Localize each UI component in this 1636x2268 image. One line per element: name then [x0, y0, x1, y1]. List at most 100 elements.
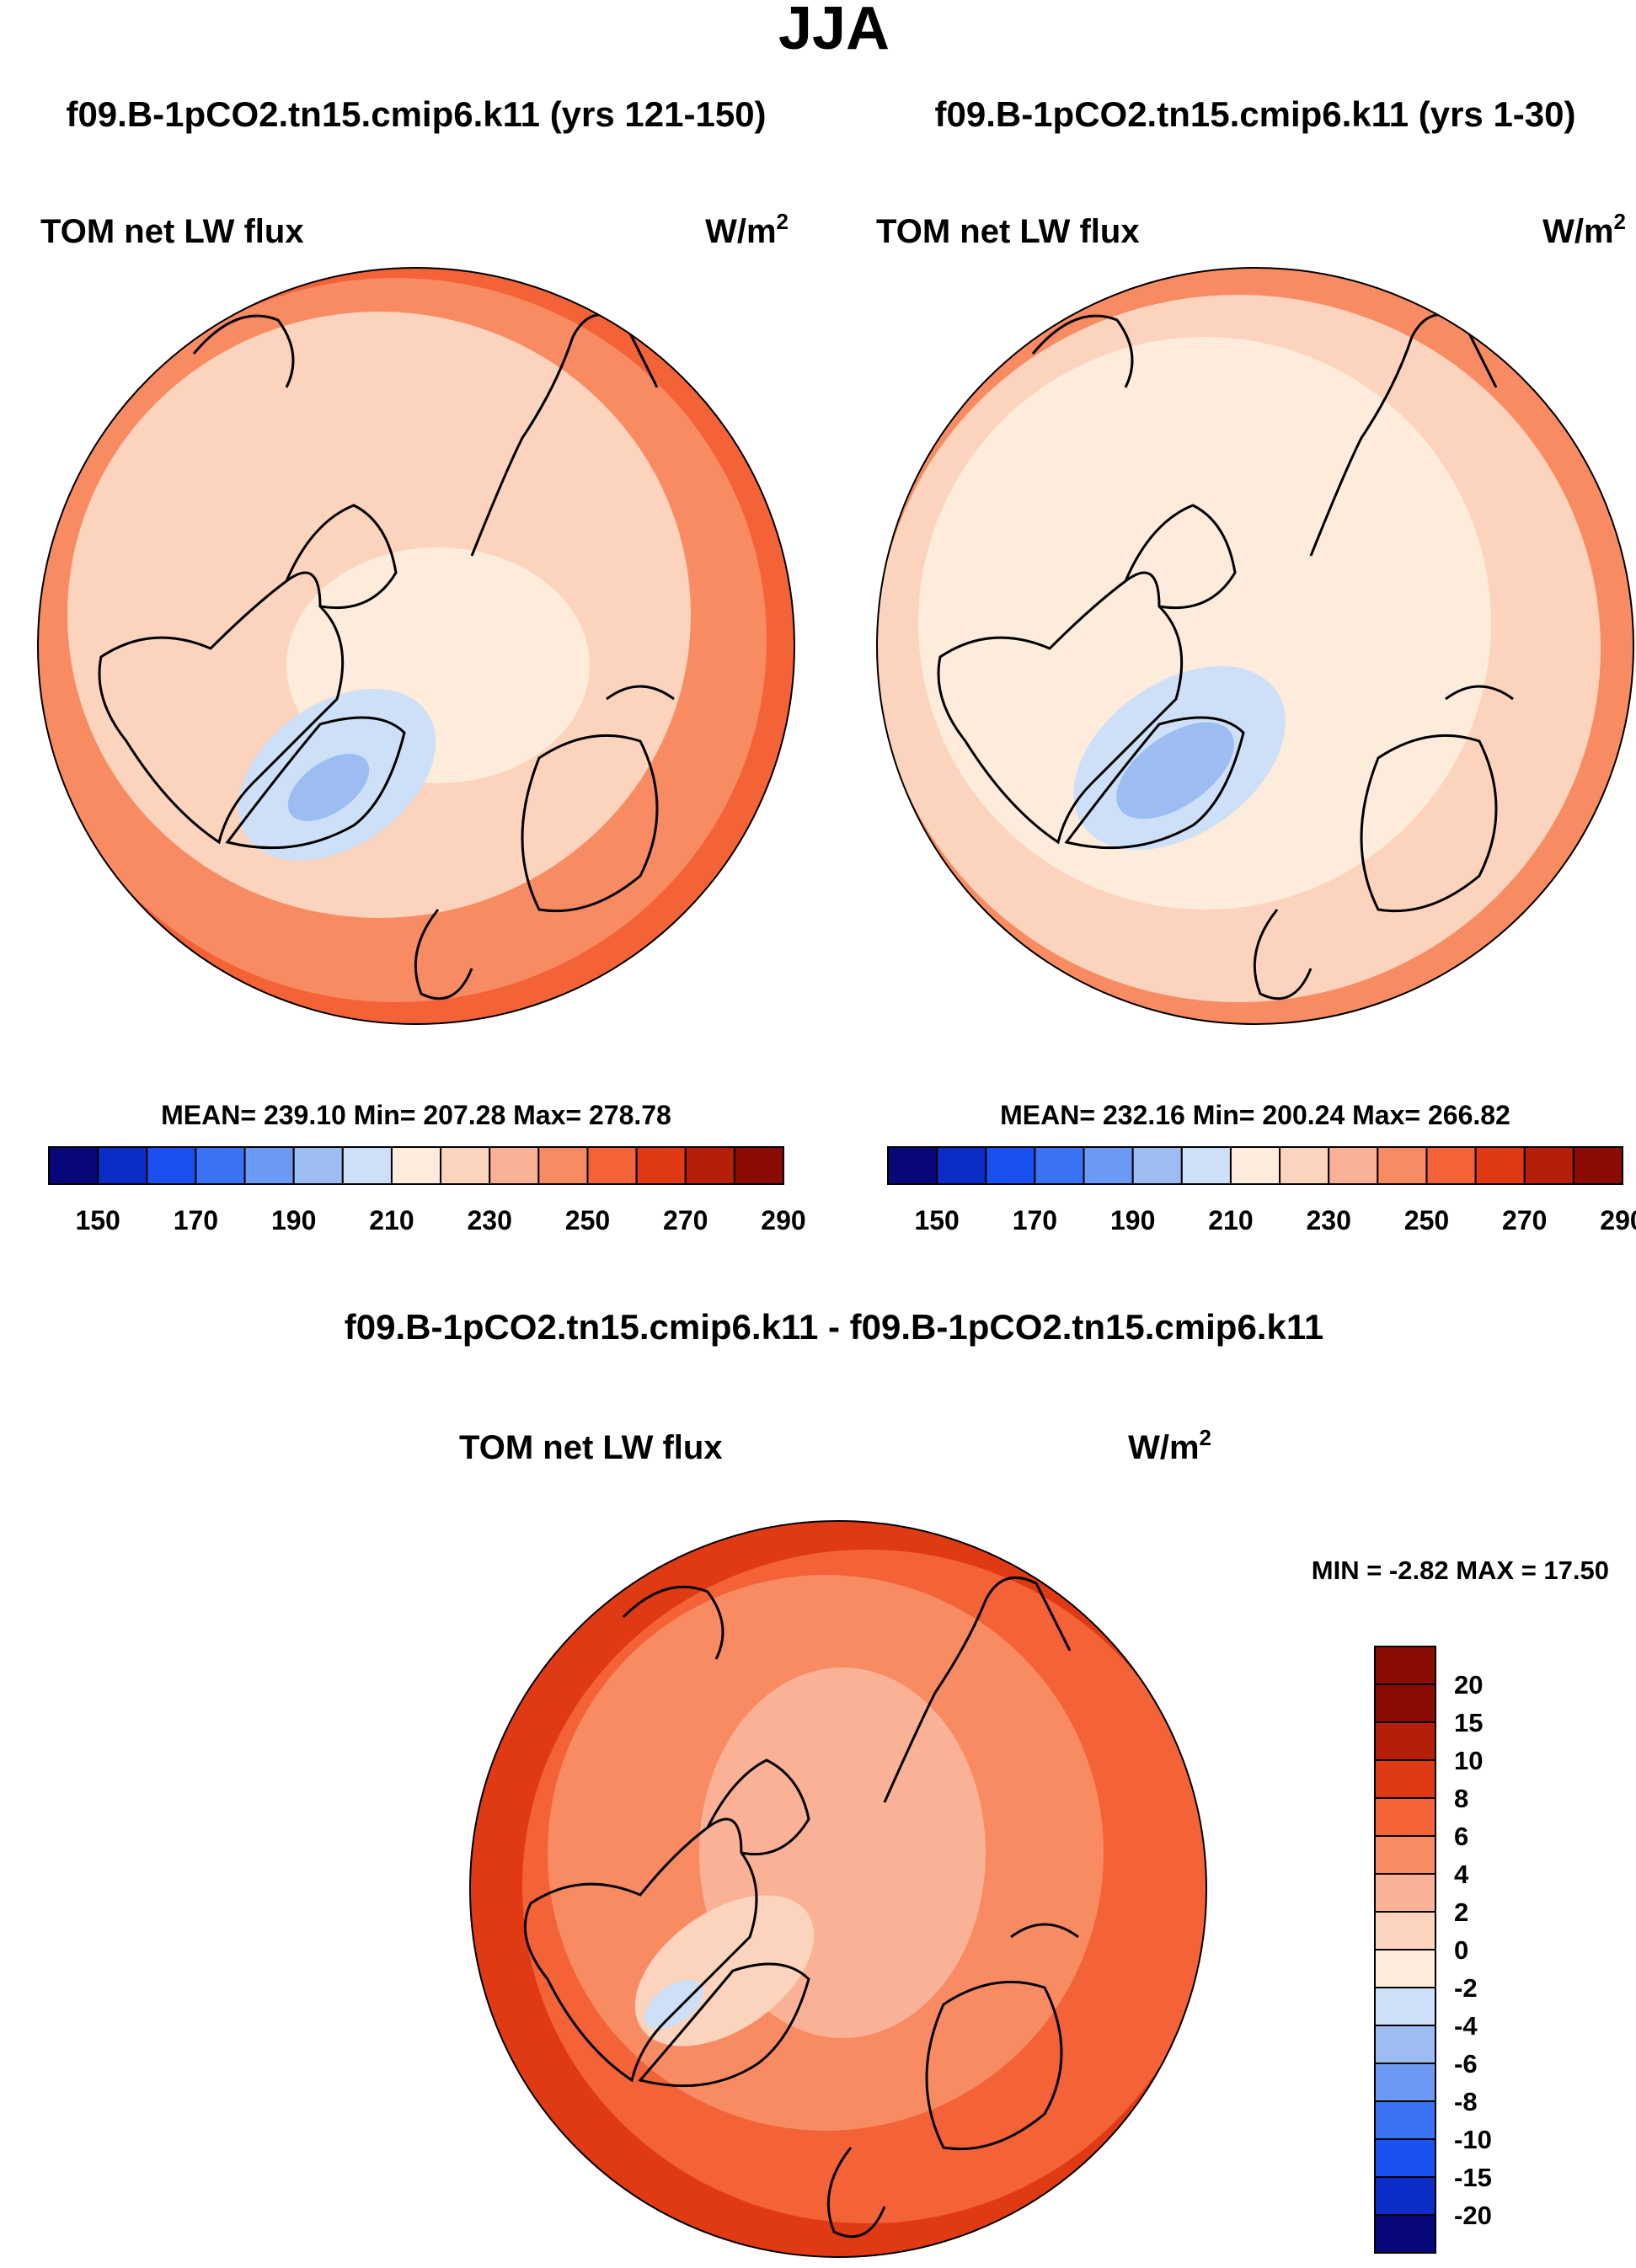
panel-diff-colorbar-box	[1374, 1684, 1436, 1723]
panel-left-colorbar-tick-label: 150	[75, 1205, 120, 1235]
panel-diff-colorbar-label: 6	[1454, 1822, 1468, 1851]
panel-diff-colorbar-box	[1374, 2100, 1436, 2140]
panel-diff-colorbar-label: -4	[1454, 2011, 1478, 2041]
panel-diff-colorbar-label: 4	[1454, 1860, 1469, 1889]
panel-left-colorbar-tick-label: 230	[468, 1205, 512, 1235]
panel-diff-map	[470, 1521, 1206, 2257]
panel-right-map	[877, 268, 1633, 1024]
panel-diff-variable: TOM net LW flux	[459, 1429, 723, 1466]
panel-diff-colorbar-label: 2	[1454, 1897, 1468, 1927]
panel-left-colorbar-tick-label: 290	[761, 1205, 805, 1235]
panel-diff-colorbar-box	[1374, 1646, 1436, 1685]
figure-title: JJA	[778, 0, 890, 62]
panel-right-stats: MEAN= 232.16 Min= 200.24 Max= 266.82	[1000, 1100, 1510, 1130]
panel-left-colorbar-ticks: 150 170 190 210 230 250 270 290	[75, 1205, 805, 1235]
panel-diff-colorbar-label: -2	[1454, 1973, 1478, 2003]
panel-right-colorbar-box	[1034, 1146, 1085, 1185]
panel-diff-colorbar-box	[1374, 1759, 1436, 1799]
panel-diff-colorbar-label: 8	[1454, 1784, 1468, 1813]
panel-left-colorbar-tick-label: 170	[174, 1205, 218, 1235]
panel-right-colorbar-ticks: 150 170 190 210 230 250 270 290	[914, 1205, 1636, 1235]
panel-diff-colorbar-box	[1374, 1721, 1436, 1761]
panel-diff-colorbar-box	[1374, 1873, 1436, 1913]
panel-right-colorbar	[887, 1146, 1624, 1185]
panel-diff-coastlines	[523, 1576, 1079, 2239]
panel-left-map-ice-core	[287, 754, 370, 821]
panel-right: f09.B-1pCO2.tn15.cmip6.k11 (yrs 1-30) TO…	[876, 94, 1636, 1235]
panel-left-colorbar-tick-label: 270	[663, 1205, 708, 1235]
panel-right-colorbar-tick-label: 270	[1502, 1205, 1547, 1235]
panel-diff-colorbar-box	[1374, 1911, 1436, 1950]
panel-diff-units: W/m2	[1128, 1425, 1211, 1466]
panel-left-colorbar-box	[586, 1146, 638, 1185]
panel-diff-colorbar-box	[1374, 2138, 1436, 2178]
panel-diff-colorbar-box	[1374, 1949, 1436, 1988]
panel-diff-colorbar-label: 15	[1454, 1708, 1483, 1737]
panel-diff-colorbar-box	[1374, 1987, 1436, 2026]
panel-left-colorbar-box	[97, 1146, 148, 1185]
panel-left-colorbar-box	[537, 1146, 589, 1185]
panel-left-colorbar-box	[733, 1146, 784, 1185]
panel-left-colorbar	[48, 1146, 784, 1185]
panel-diff-colorbar-box	[1374, 1797, 1436, 1837]
panel-right-variable: TOM net LW flux	[876, 213, 1140, 250]
panel-left-colorbar-tick-label: 210	[369, 1205, 414, 1235]
panel-left-colorbar-tick-label: 190	[271, 1205, 316, 1235]
panel-right-colorbar-box	[1572, 1146, 1624, 1185]
panel-diff-colorbar-label: -8	[1454, 2087, 1478, 2116]
panel-right-colorbar-box	[1425, 1146, 1477, 1185]
panel-right-colorbar-tick-label: 170	[1013, 1205, 1057, 1235]
panel-right-colorbar-box	[1083, 1146, 1134, 1185]
panel-right-colorbar-tick-label: 230	[1307, 1205, 1351, 1235]
panel-diff-colorbar-label: -15	[1454, 2163, 1492, 2192]
panel-left: f09.B-1pCO2.tn15.cmip6.k11 (yrs 121-150)…	[37, 94, 806, 1235]
panel-right-units: W/m2	[1542, 209, 1626, 250]
panel-right-colorbar-box	[936, 1146, 987, 1185]
panel-left-map-border	[37, 267, 795, 1025]
panel-right-colorbar-box	[1377, 1146, 1428, 1185]
panel-left-colorbar-box	[440, 1146, 491, 1185]
panel-left-colorbar-box	[341, 1146, 393, 1185]
panel-left-variable: TOM net LW flux	[40, 213, 304, 250]
panel-diff-colorbar-label: 0	[1454, 1935, 1468, 1965]
panel-left-case-title: f09.B-1pCO2.tn15.cmip6.k11 (yrs 121-150)	[66, 94, 766, 134]
panel-left-colorbar-box	[390, 1146, 442, 1185]
panel-right-colorbar-tick-label: 250	[1404, 1205, 1449, 1235]
panel-right-colorbar-box	[985, 1146, 1036, 1185]
panel-right-map-ice-core	[1116, 722, 1234, 819]
panel-right-colorbar-box	[1279, 1146, 1330, 1185]
panel-left-colorbar-tick-label: 250	[565, 1205, 610, 1235]
panel-right-case-title: f09.B-1pCO2.tn15.cmip6.k11 (yrs 1-30)	[934, 94, 1575, 134]
panel-diff-colorbar-box	[1374, 2063, 1436, 2102]
panel-diff-colorbar-label: -10	[1454, 2125, 1492, 2154]
panel-right-colorbar-box	[1474, 1146, 1526, 1185]
panel-left-colorbar-box	[195, 1146, 246, 1185]
panel-left-stats: MEAN= 239.10 Min= 207.28 Max= 278.78	[161, 1100, 671, 1130]
panel-diff-colorbar-box	[1374, 2176, 1436, 2216]
panel-diff-colorbar-box	[1374, 2214, 1436, 2254]
panel-right-colorbar-tick-label: 190	[1110, 1205, 1155, 1235]
panel-left-colorbar-box	[48, 1146, 99, 1185]
panel-right-colorbar-tick-label: 210	[1208, 1205, 1253, 1235]
panel-right-colorbar-box	[1229, 1146, 1281, 1185]
panel-left-colorbar-box	[243, 1146, 295, 1185]
panel-right-colorbar-box	[1523, 1146, 1575, 1185]
panel-left-colorbar-box	[489, 1146, 540, 1185]
panel-diff-colorbar-box	[1374, 1835, 1436, 1875]
panel-diff-map-border	[469, 1520, 1207, 2258]
panel-left-colorbar-box	[292, 1146, 344, 1185]
panel-left-coastlines	[98, 312, 675, 1001]
panel-right-colorbar-box	[887, 1146, 938, 1185]
panel-left-colorbar-box	[146, 1146, 197, 1185]
panel-diff-colorbar-label: 10	[1454, 1746, 1483, 1775]
panel-right-colorbar-box	[1131, 1146, 1183, 1185]
panel-diff-colorbar-box	[1374, 2025, 1436, 2064]
panel-right-colorbar-box	[1328, 1146, 1379, 1185]
panel-diff-colorbar-label: -20	[1454, 2201, 1492, 2230]
panel-left-colorbar-box	[684, 1146, 735, 1185]
panel-diff-map-ice-core	[644, 1979, 704, 2030]
panel-diff-colorbar-label: -6	[1454, 2049, 1478, 2079]
panel-left-units: W/m2	[705, 209, 789, 250]
